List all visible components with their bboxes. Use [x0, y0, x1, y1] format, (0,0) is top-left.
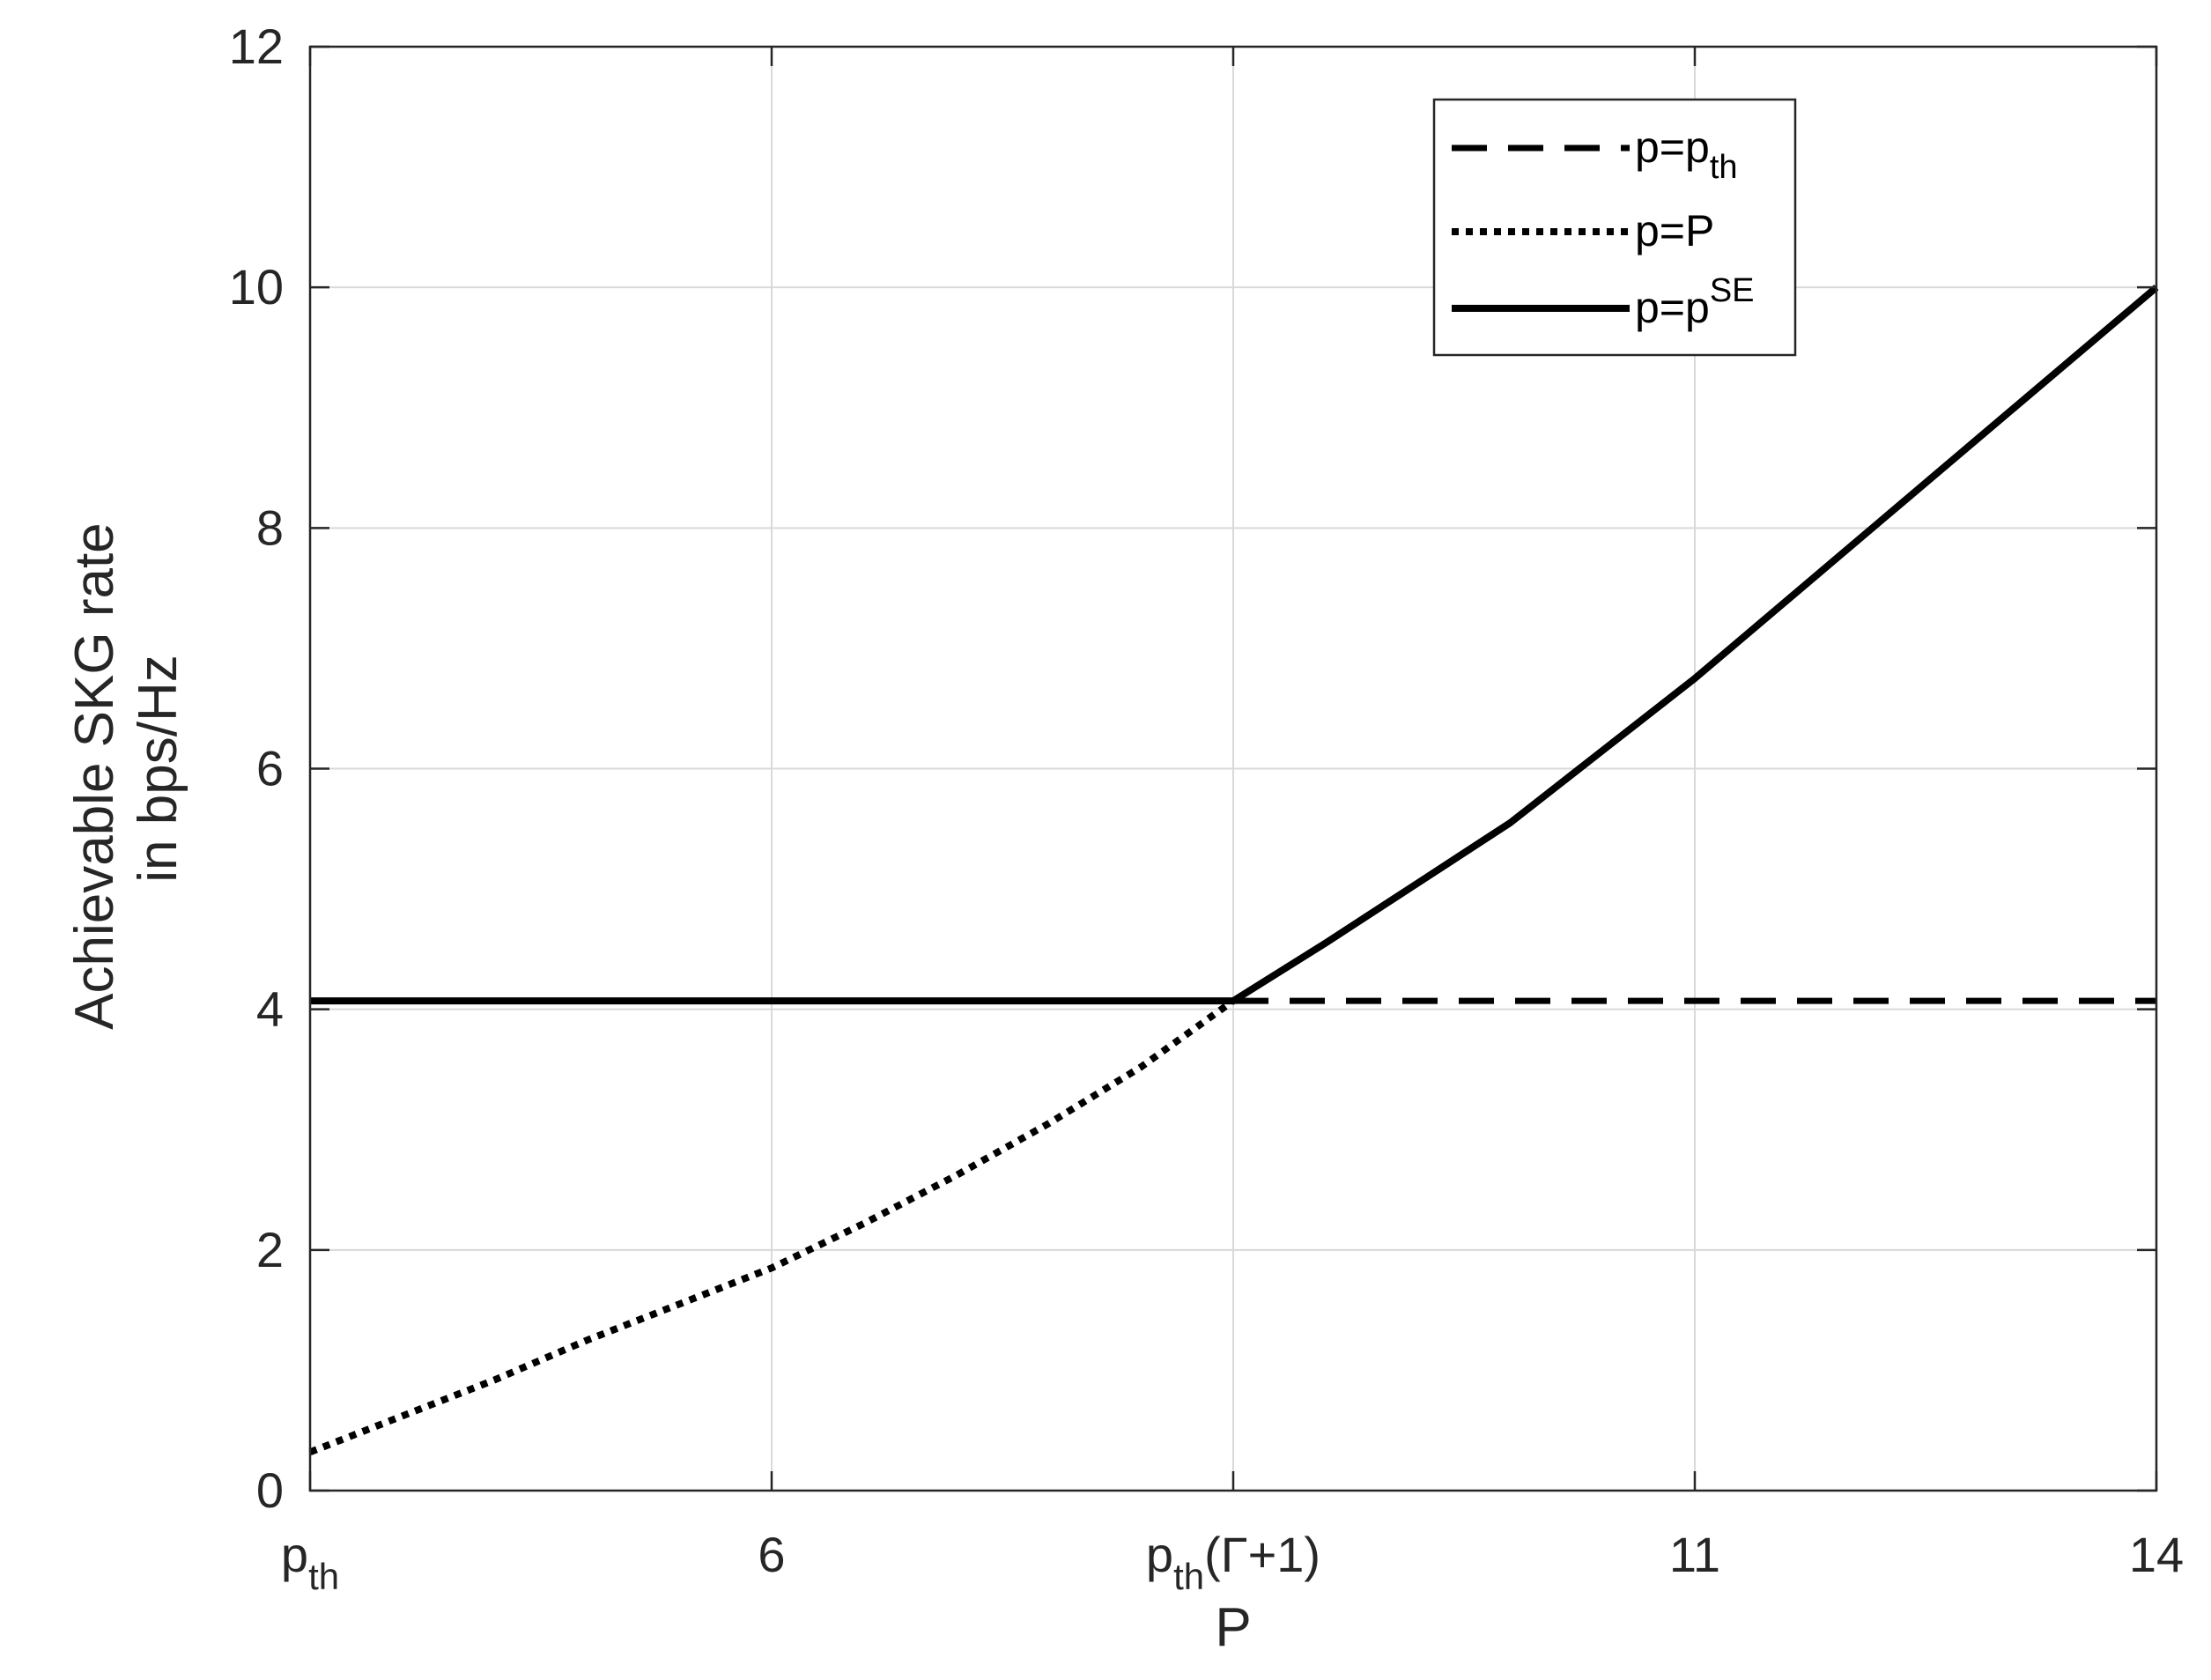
- legend-label-subscript: th: [1710, 149, 1738, 186]
- x-tick-label: pth(Γ+1): [1146, 1527, 1320, 1597]
- legend-label-base: p=p: [1635, 283, 1710, 332]
- y-tick-label: 0: [256, 1462, 284, 1518]
- legend-label-base: p=P: [1635, 206, 1714, 255]
- legend-label-superscript: SE: [1710, 272, 1755, 309]
- y-tick-label: 6: [256, 741, 284, 796]
- y-tick-label: 2: [256, 1222, 284, 1277]
- legend-label: p=P: [1635, 206, 1714, 255]
- y-tick-label: 12: [229, 19, 284, 74]
- y-axis-title-line-2: in bps/Hz: [128, 655, 189, 882]
- y-tick-label: 10: [229, 259, 284, 315]
- x-tick-label-base: 6: [758, 1527, 785, 1582]
- x-tick-label: 14: [2129, 1527, 2184, 1582]
- x-tick-label-subscript: th: [1173, 1556, 1204, 1597]
- x-tick-label-suffix: (Γ+1): [1204, 1527, 1320, 1582]
- legend-label-base: p=p: [1635, 122, 1710, 172]
- y-tick-labels: 0 2 4 6 8 10 12: [229, 19, 284, 1518]
- x-tick-label-base: 14: [2129, 1527, 2184, 1582]
- legend-label: p=pSE: [1635, 272, 1755, 332]
- series-line-solid: [310, 285, 2159, 1005]
- x-axis-title: P: [1215, 1597, 1251, 1658]
- y-tick-label: 4: [256, 981, 284, 1037]
- tick-marks: [308, 45, 2158, 1492]
- grid-lines: [310, 47, 2156, 1491]
- x-tick-label: 6: [758, 1527, 785, 1582]
- x-tick-label-base: p: [1146, 1527, 1173, 1582]
- x-tick-label-subscript: th: [308, 1556, 339, 1597]
- x-tick-label-base: 11: [1669, 1527, 1720, 1582]
- legend-label: p=pth: [1635, 122, 1738, 186]
- legend-box: [1432, 98, 1797, 357]
- x-tick-label: pth: [281, 1527, 339, 1597]
- series-layer: [308, 285, 2159, 1456]
- x-tick-labels: pth 6 pth(Γ+1) 11 14: [281, 1527, 2184, 1597]
- x-tick-label: 11: [1669, 1527, 1720, 1582]
- series-line-dotted: [308, 997, 1236, 1456]
- y-axis-title-line-1: Achievable SKG rate: [64, 522, 125, 1030]
- y-axis-title: Achievable SKG rate in bps/Hz: [64, 507, 189, 1030]
- y-tick-label: 8: [256, 500, 284, 555]
- x-tick-label-base: p: [281, 1527, 308, 1582]
